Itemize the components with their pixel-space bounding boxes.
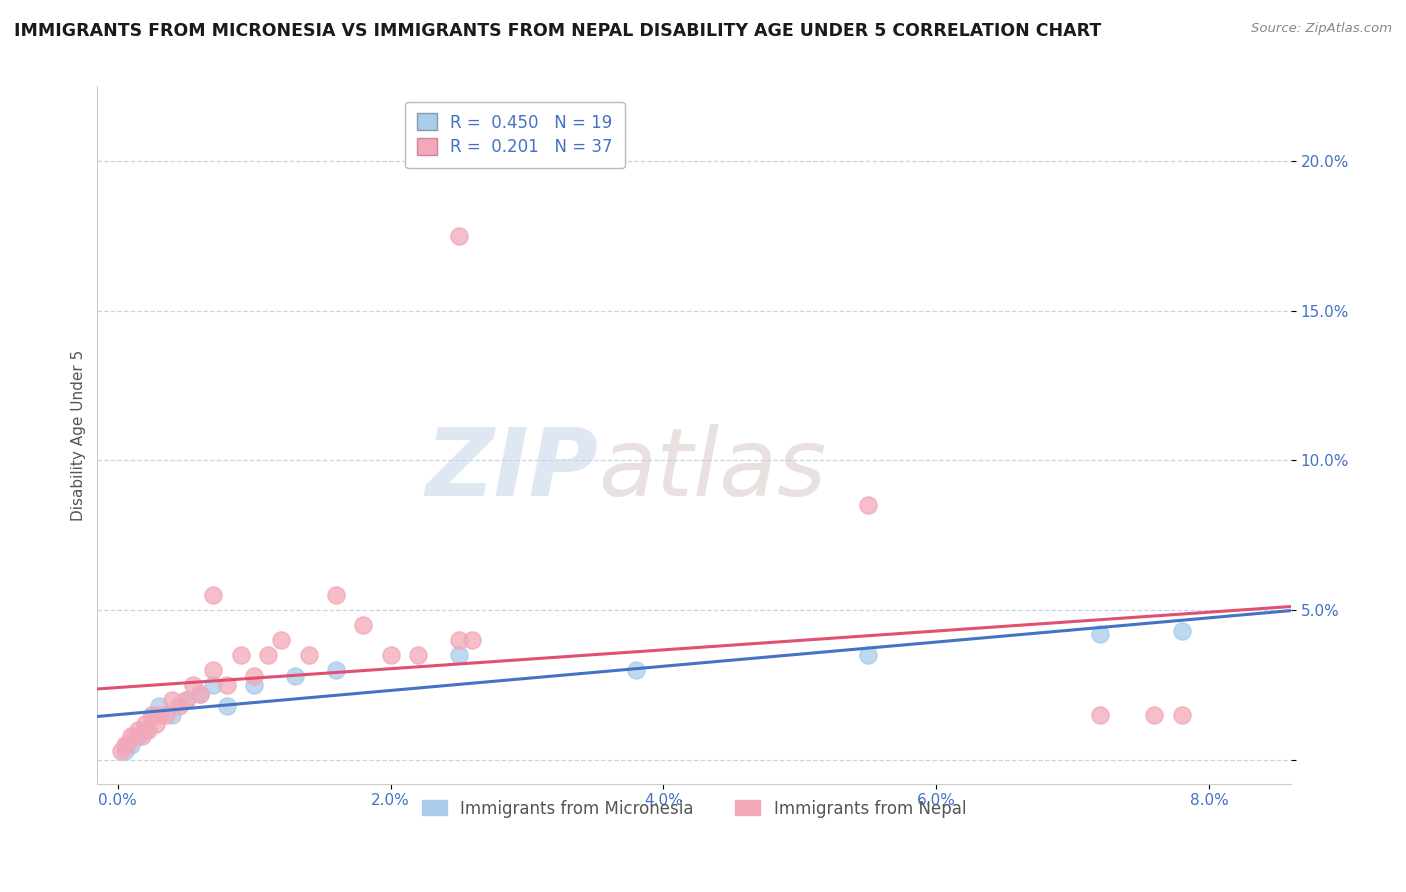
Point [162,707,184,722]
Point [325,588,347,602]
Point [127,729,149,743]
Point [134,717,156,731]
Point [447,229,470,244]
Point [1143,707,1166,722]
Point [188,687,211,701]
Point [120,729,142,743]
Point [174,693,197,707]
Text: IMMIGRANTS FROM MICRONESIA VS IMMIGRANTS FROM NEPAL DISABILITY AGE UNDER 5 CORRE: IMMIGRANTS FROM MICRONESIA VS IMMIGRANTS… [14,22,1101,40]
Point [202,663,225,677]
Point [117,738,139,752]
Point [325,663,347,677]
Point [284,669,307,683]
Point [856,648,879,662]
Point [1088,707,1111,722]
Point [114,738,136,752]
Legend: Immigrants from Micronesia, Immigrants from Nepal: Immigrants from Micronesia, Immigrants f… [415,793,973,824]
Point [215,698,238,713]
Point [202,678,225,692]
Point [202,588,225,602]
Point [215,678,238,692]
Point [624,663,647,677]
Point [229,648,252,662]
Point [114,744,136,758]
Point [122,729,145,743]
Point [136,723,159,737]
Point [298,648,321,662]
Text: ZIP: ZIP [426,424,599,516]
Point [406,648,429,662]
Point [856,499,879,513]
Point [1088,627,1111,641]
Point [167,698,190,713]
Point [256,648,278,662]
Point [127,723,149,737]
Point [145,717,167,731]
Point [134,723,156,737]
Y-axis label: Disability Age Under 5: Disability Age Under 5 [72,350,86,521]
Point [270,633,292,648]
Point [243,678,266,692]
Point [243,669,266,683]
Point [352,618,374,632]
Point [162,693,184,707]
Point [461,633,484,648]
Point [148,707,170,722]
Point [1170,707,1192,722]
Point [447,648,470,662]
Point [141,707,163,722]
Point [155,707,177,722]
Point [131,729,153,743]
Point [148,698,170,713]
Point [141,707,163,722]
Point [120,738,142,752]
Point [380,648,402,662]
Point [447,633,470,648]
Text: atlas: atlas [599,425,827,516]
Text: Source: ZipAtlas.com: Source: ZipAtlas.com [1251,22,1392,36]
Point [1170,624,1192,639]
Point [181,678,204,692]
Point [174,693,197,707]
Point [110,744,132,758]
Point [188,687,211,701]
